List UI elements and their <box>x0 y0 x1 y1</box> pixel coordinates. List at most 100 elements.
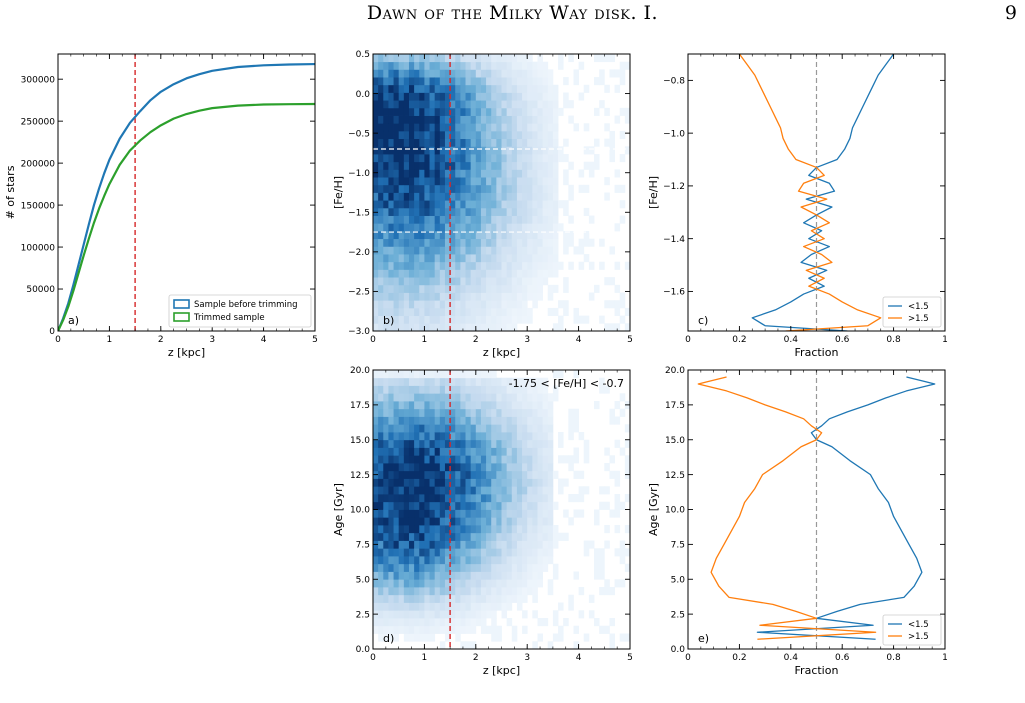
heatmap-cell <box>429 292 436 301</box>
heatmap-cell <box>378 77 384 86</box>
heatmap-cell <box>491 69 497 78</box>
heatmap-cell <box>373 486 379 495</box>
heatmap-cell <box>434 215 441 224</box>
heatmap-cell <box>383 307 389 317</box>
heatmap-cell <box>552 154 559 163</box>
heatmap-cell <box>444 401 451 410</box>
heatmap-cell <box>378 261 384 270</box>
heatmap-cell <box>511 215 518 224</box>
heatmap-cell <box>475 525 482 534</box>
heatmap-cell <box>501 177 508 186</box>
heatmap-cell <box>455 246 461 255</box>
heatmap-cell <box>527 54 533 63</box>
heatmap-cell <box>429 494 436 503</box>
heatmap-cell <box>542 130 549 140</box>
heatmap-cell <box>434 424 441 433</box>
heatmap-cell <box>373 571 379 580</box>
heatmap-cell <box>373 92 379 101</box>
heatmap-cell <box>460 115 466 124</box>
heatmap-cell <box>486 447 492 456</box>
heatmap-cell <box>552 215 559 224</box>
heatmap-cell <box>501 509 508 518</box>
heatmap-cell <box>480 401 487 410</box>
heatmap-cell <box>414 571 420 580</box>
heatmap-cell <box>506 548 513 557</box>
heatmap-cell <box>624 146 630 155</box>
heatmap-cell <box>398 77 405 86</box>
heatmap-cell <box>398 223 405 232</box>
heatmap-cell <box>527 393 533 402</box>
heatmap-cell <box>444 525 451 534</box>
heatmap-cell <box>527 184 533 193</box>
heatmap-cell <box>460 408 466 417</box>
heatmap-cell <box>470 579 477 588</box>
heatmap-cell <box>537 177 544 186</box>
heatmap-cell <box>532 230 538 240</box>
heatmap-cell <box>450 184 456 193</box>
heatmap-cell <box>460 61 466 70</box>
heatmap-cell <box>383 455 389 464</box>
heatmap-cell <box>455 478 461 487</box>
heatmap-cell <box>434 501 441 510</box>
heatmap-cell <box>475 548 482 557</box>
heatmap-cell <box>383 69 389 78</box>
heatmap-cell <box>486 169 492 178</box>
heatmap-cell <box>439 424 446 433</box>
heatmap-cell <box>511 223 518 232</box>
heatmap-cell <box>408 548 415 557</box>
heatmap-cell <box>496 77 502 86</box>
heatmap-cell <box>455 223 461 232</box>
heatmap-cell <box>414 385 420 394</box>
heatmap-cell <box>532 138 538 147</box>
heatmap-cell <box>465 486 472 495</box>
heatmap-cell <box>486 517 492 526</box>
heatmap-cell <box>486 261 492 270</box>
heatmap-cell <box>480 284 487 293</box>
heatmap-cell <box>542 92 549 101</box>
heatmap-cell <box>522 416 528 425</box>
heatmap-cell <box>439 69 446 78</box>
heatmap-cell <box>486 292 492 301</box>
y-tick-label: 2.5 <box>671 610 685 620</box>
heatmap-cell <box>450 416 456 425</box>
x-tick-label: 0.6 <box>835 335 850 345</box>
heatmap-cell <box>383 223 389 232</box>
heatmap-cell <box>491 315 497 324</box>
heatmap-cell <box>568 455 574 464</box>
heatmap-cell <box>522 138 528 147</box>
heatmap-cell <box>403 370 410 379</box>
heatmap-cell <box>393 579 400 588</box>
heatmap-cell <box>496 315 502 324</box>
heatmap-cell <box>398 587 405 596</box>
heatmap-cell <box>547 486 554 495</box>
heatmap-cell <box>424 532 430 541</box>
heatmap-cell <box>475 408 482 417</box>
heatmap-cell <box>450 377 456 386</box>
heatmap-cell <box>522 77 528 86</box>
heatmap-cell <box>460 315 466 324</box>
heatmap-cell <box>434 455 441 464</box>
heatmap-cell <box>511 177 518 186</box>
heatmap-cell <box>604 84 610 93</box>
heatmap-cell <box>506 315 513 324</box>
heatmap-cell <box>547 292 554 301</box>
heatmap-cell <box>547 517 554 526</box>
heatmap-cell <box>434 610 441 619</box>
heatmap-cell <box>527 540 533 549</box>
heatmap-cell <box>532 478 538 487</box>
heatmap-cell <box>450 261 456 270</box>
heatmap-cell <box>604 300 610 309</box>
heatmap-cell <box>511 625 518 634</box>
heatmap-cell <box>614 84 621 93</box>
heatmap-cell <box>414 424 420 433</box>
heatmap-cell <box>552 177 559 186</box>
heatmap-cell <box>434 77 441 86</box>
heatmap-cell <box>398 401 405 410</box>
heatmap-cell <box>511 455 518 464</box>
heatmap-cell <box>511 292 518 301</box>
heatmap-cell <box>378 408 384 417</box>
heatmap-cell <box>542 115 549 124</box>
heatmap-cell <box>419 563 425 572</box>
heatmap-cell <box>465 401 472 410</box>
heatmap-cell <box>491 525 497 534</box>
